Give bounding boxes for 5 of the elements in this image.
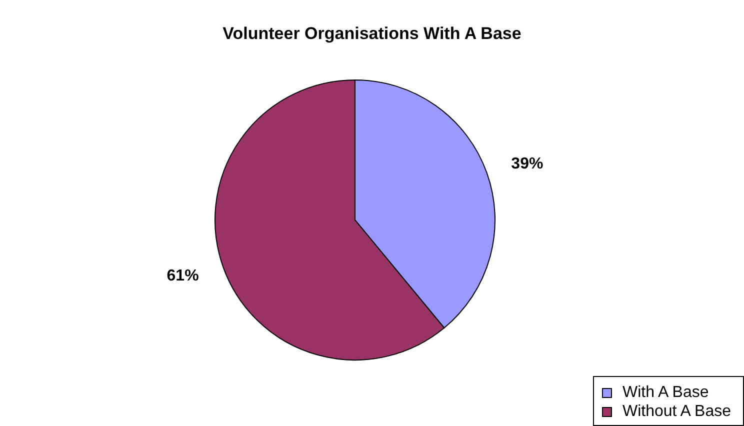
legend-label: Without A Base bbox=[622, 402, 731, 421]
legend-label: With A Base bbox=[622, 383, 709, 402]
data-label: 39% bbox=[511, 155, 544, 172]
chart-title: Volunteer Organisations With A Base bbox=[222, 24, 522, 44]
data-label: 61% bbox=[166, 268, 199, 285]
